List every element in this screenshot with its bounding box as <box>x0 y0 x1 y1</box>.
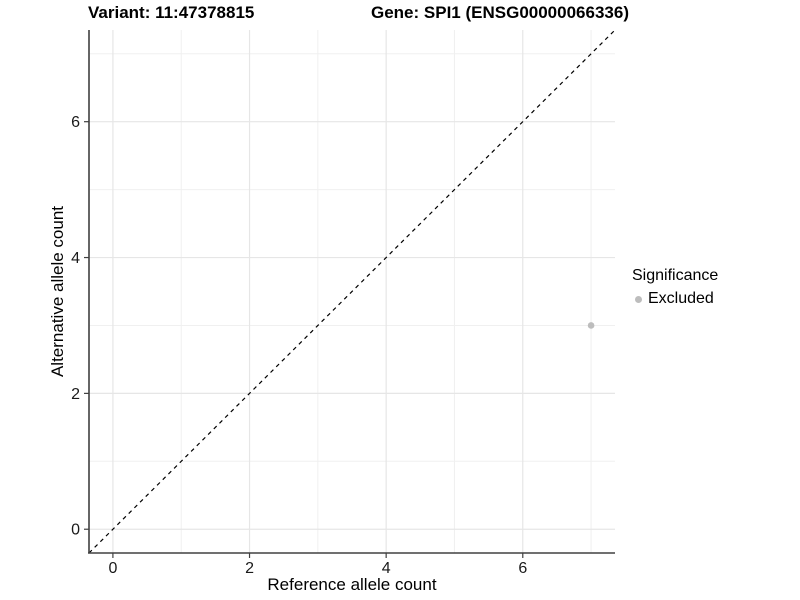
data-point <box>587 322 595 329</box>
legend-point-icon <box>635 295 642 303</box>
y-axis-title: Alternative allele count <box>48 205 67 378</box>
svg-text:6: 6 <box>71 114 80 131</box>
svg-text:4: 4 <box>382 560 391 577</box>
gene-title: Gene: SPI1 (ENSG00000066336) <box>371 3 629 22</box>
svg-text:2: 2 <box>245 560 254 577</box>
legend-entry: Excluded <box>630 290 718 308</box>
x-axis-title: Reference allele count <box>267 575 437 594</box>
svg-text:0: 0 <box>108 560 117 577</box>
variant-title: Variant: 11:47378815 <box>88 3 255 22</box>
legend-entry-label: Excluded <box>648 290 714 307</box>
legend: Significance Excluded <box>630 267 718 308</box>
svg-text:6: 6 <box>518 560 527 577</box>
svg-text:2: 2 <box>71 386 80 403</box>
legend-title: Significance <box>632 267 719 284</box>
svg-text:4: 4 <box>71 250 80 267</box>
svg-text:0: 0 <box>71 522 80 539</box>
